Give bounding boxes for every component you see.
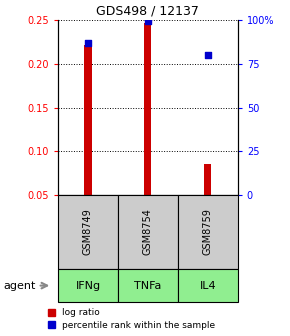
- Bar: [58, 269, 118, 302]
- Legend: log ratio, percentile rank within the sample: log ratio, percentile rank within the sa…: [48, 308, 215, 330]
- Bar: [178, 195, 238, 269]
- Bar: [204, 164, 211, 195]
- Text: IFNg: IFNg: [75, 281, 101, 291]
- Point: [146, 18, 150, 24]
- Point: [206, 52, 210, 58]
- Bar: [118, 195, 178, 269]
- Bar: [118, 269, 178, 302]
- Bar: [178, 269, 238, 302]
- Text: GSM8754: GSM8754: [143, 208, 153, 255]
- Bar: [144, 23, 151, 195]
- Bar: [84, 45, 92, 195]
- Point: [86, 40, 90, 46]
- Text: GSM8759: GSM8759: [203, 208, 213, 255]
- Text: TNFa: TNFa: [134, 281, 162, 291]
- Text: agent: agent: [3, 281, 35, 291]
- Text: IL4: IL4: [200, 281, 216, 291]
- Title: GDS498 / 12137: GDS498 / 12137: [97, 5, 199, 17]
- Bar: [58, 195, 118, 269]
- Text: GSM8749: GSM8749: [83, 208, 93, 255]
